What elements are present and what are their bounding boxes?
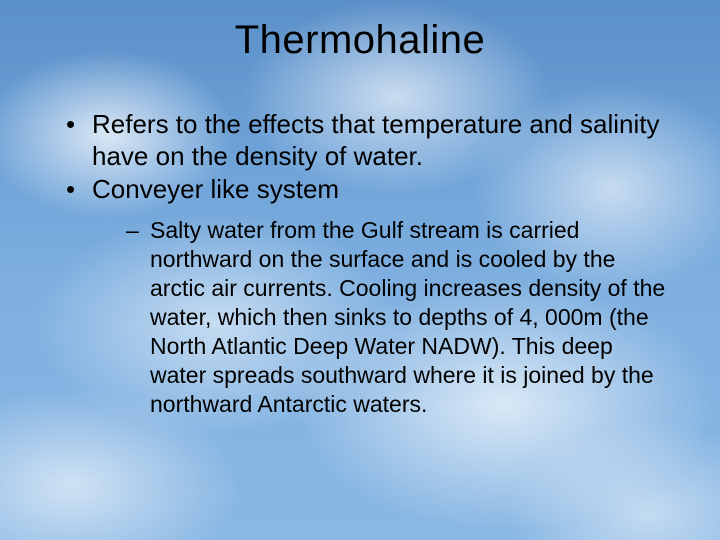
list-item: Conveyer like system Salty water from th… xyxy=(66,174,672,419)
bullet-list: Refers to the effects that temperature a… xyxy=(48,109,672,419)
bullet-text: Refers to the effects that temperature a… xyxy=(92,109,660,171)
sub-bullet-text: Salty water from the Gulf stream is carr… xyxy=(150,217,665,417)
list-item: Refers to the effects that temperature a… xyxy=(66,109,672,172)
slide-title: Thermohaline xyxy=(48,18,672,63)
bullet-text: Conveyer like system xyxy=(92,174,339,204)
slide: Thermohaline Refers to the effects that … xyxy=(0,0,720,540)
sub-bullet-list: Salty water from the Gulf stream is carr… xyxy=(92,216,672,419)
list-item: Salty water from the Gulf stream is carr… xyxy=(126,216,672,419)
